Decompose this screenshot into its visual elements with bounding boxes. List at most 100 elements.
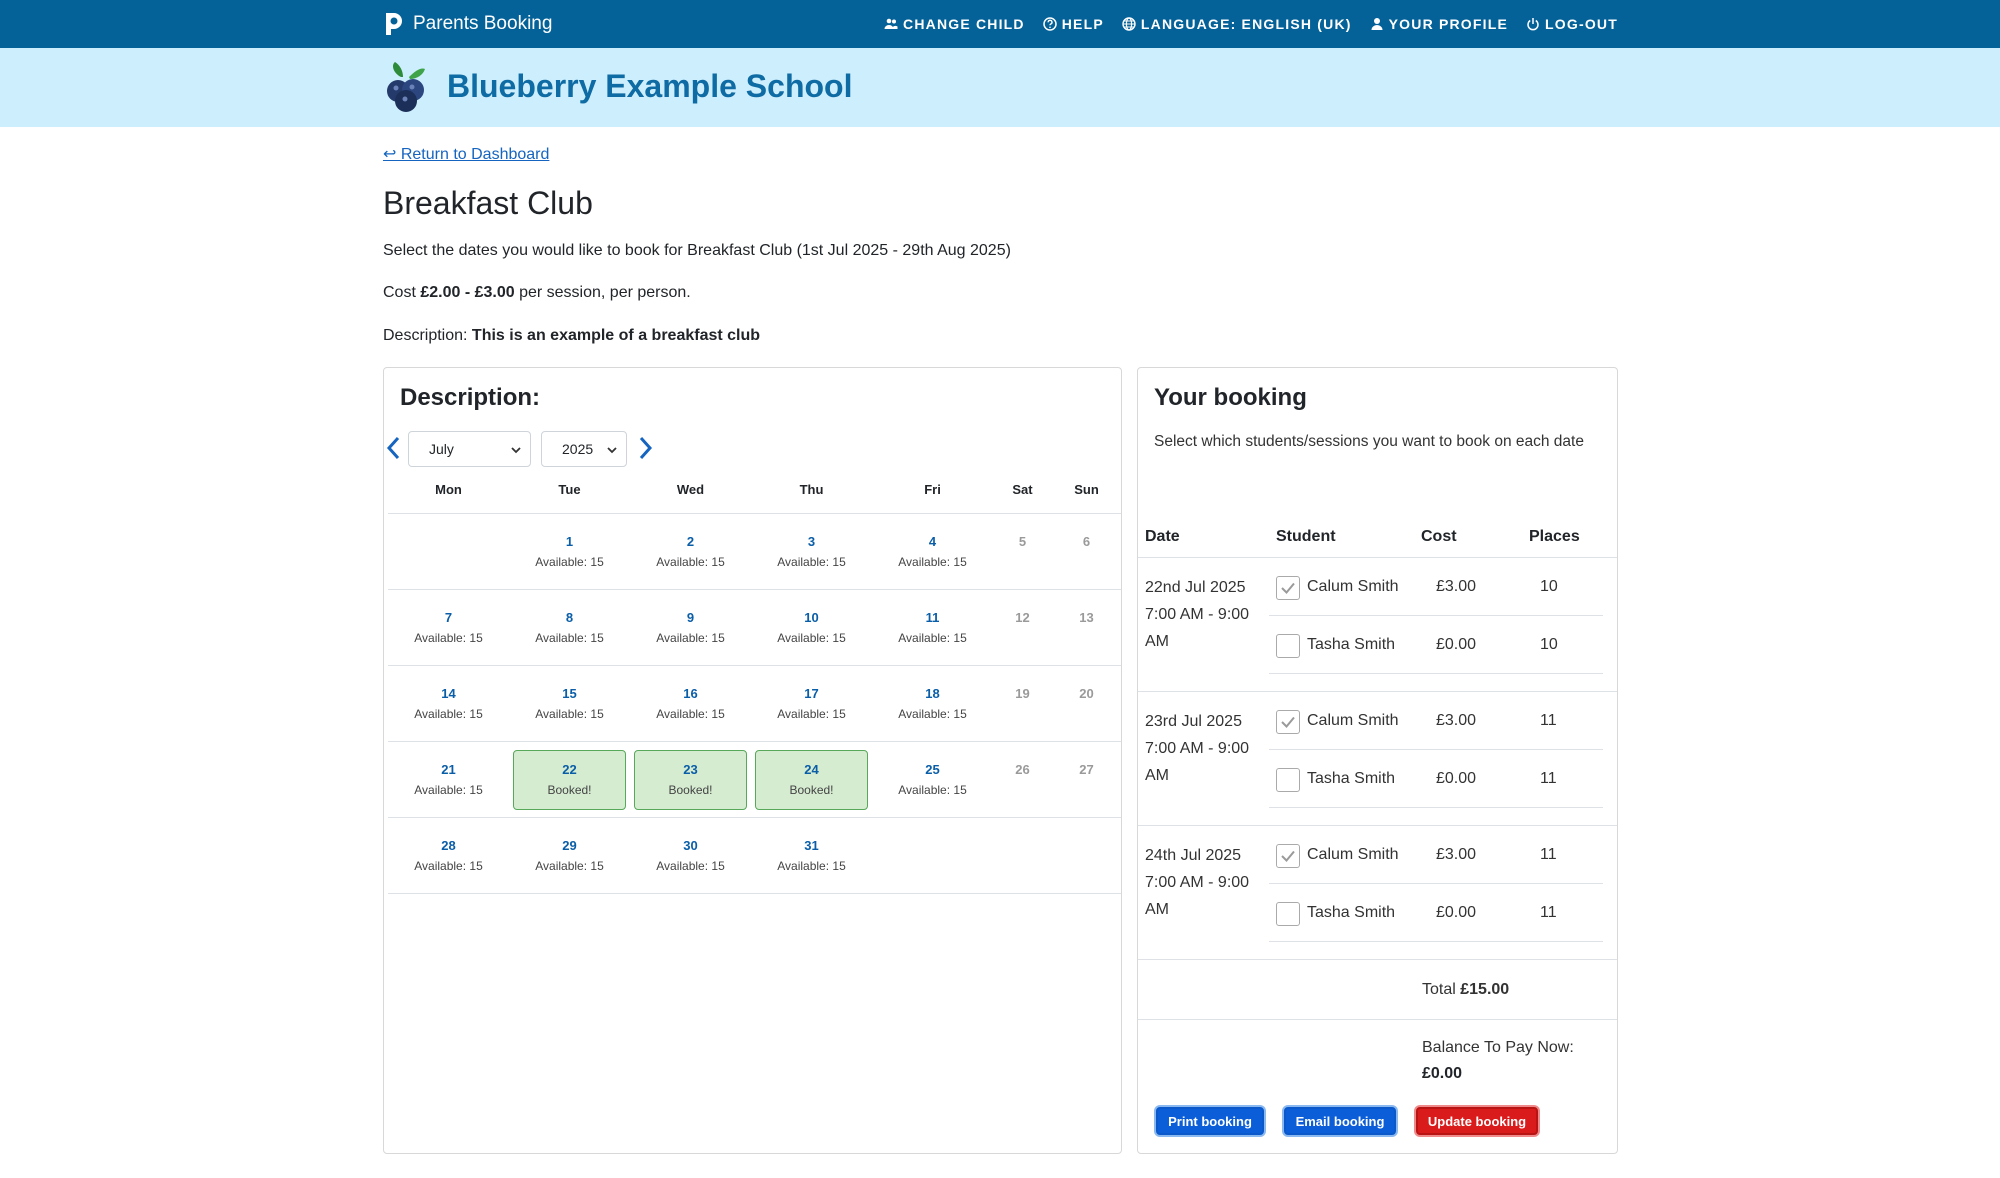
places-count: 11 [1540, 770, 1557, 787]
nav-your-profile-label: Your Profile [1388, 16, 1509, 32]
booking-date-group: 24th Jul 2025 7:00 AM - 9:00 AM Calum Smit… [1138, 826, 1617, 960]
calendar-day[interactable]: 21 Available: 15 [388, 742, 509, 818]
booking-student-row: Tasha Smith £0.00 10 [1269, 616, 1603, 674]
booked-day-highlight[interactable]: 23 Booked! [634, 750, 747, 810]
school-name: Blueberry Example School [447, 68, 853, 104]
calendar-day[interactable]: 8 Available: 15 [509, 590, 630, 666]
calendar-heading: Description: [400, 384, 541, 411]
page-title: Breakfast Club [383, 185, 593, 221]
parents-booking-logo-icon [386, 13, 402, 35]
calendar-day[interactable]: 7 Available: 15 [388, 590, 509, 666]
chevron-right-icon[interactable] [635, 435, 655, 461]
nav-log-out-label: Log-out [1545, 16, 1618, 32]
calendar-day[interactable]: 11 Available: 15 [872, 590, 993, 666]
return-to-dashboard-link[interactable]: ↩ Return to Dashboard [383, 146, 550, 163]
calendar-day[interactable]: 2 Available: 15 [630, 514, 751, 590]
weekday-label: Thu [799, 482, 824, 497]
calendar-day[interactable]: 16 Available: 15 [630, 666, 751, 742]
student-checkbox[interactable] [1276, 710, 1300, 734]
student-checkbox[interactable] [1276, 768, 1300, 792]
print-booking-button[interactable]: Print booking [1156, 1107, 1264, 1135]
calendar-day: 6 [1052, 514, 1121, 590]
booking-date: 23rd Jul 2025 7:00 AM - 9:00 AM [1145, 708, 1265, 789]
day-number: 1 [565, 534, 574, 549]
update-booking-button[interactable]: Update booking [1416, 1107, 1538, 1135]
cost-value: £2.00 - £3.00 [420, 284, 515, 301]
student-name: Tasha Smith [1307, 904, 1396, 921]
calendar-day[interactable]: 22 Booked! [509, 742, 630, 818]
calendar-day[interactable]: 29 Available: 15 [509, 818, 630, 894]
student-checkbox[interactable] [1276, 576, 1300, 600]
day-number: 8 [565, 610, 574, 625]
day-number: 18 [925, 686, 940, 701]
day-number: 13 [1079, 610, 1094, 625]
calendar-day: 13 [1052, 590, 1121, 666]
availability-status: Available: 15 [777, 707, 846, 721]
calendar-day[interactable]: 24 Booked! [751, 742, 872, 818]
booking-date: 24th Jul 2025 7:00 AM - 9:00 AM [1145, 842, 1265, 923]
booking-student-row: Calum Smith £3.00 10 [1269, 558, 1603, 616]
nav-change-child[interactable]: Change Child [884, 16, 1025, 32]
globe-icon [1122, 17, 1136, 31]
calendar-day[interactable]: 17 Available: 15 [751, 666, 872, 742]
nav-language-label: Language: English (UK) [1140, 16, 1352, 32]
session-cost: £3.00 [1436, 578, 1477, 595]
help-circle-icon [1043, 17, 1057, 31]
booking-student-row: Calum Smith £3.00 11 [1269, 692, 1603, 750]
calendar-day[interactable]: 28 Available: 15 [388, 818, 509, 894]
day-number: 16 [683, 686, 698, 701]
column-date: Date [1145, 528, 1180, 545]
day-number: 4 [928, 534, 937, 549]
student-name: Calum Smith [1307, 712, 1399, 729]
nav-language[interactable]: Language: English (UK) [1122, 16, 1352, 32]
checkmark-icon [1281, 582, 1295, 594]
nav-log-out[interactable]: Log-out [1526, 16, 1618, 32]
day-number: 30 [683, 838, 698, 853]
calendar-day[interactable]: 1 Available: 15 [509, 514, 630, 590]
day-number: 3 [807, 534, 816, 549]
calendar-day[interactable]: 4 Available: 15 [872, 514, 993, 590]
nav-your-profile[interactable]: Your Profile [1370, 16, 1508, 32]
availability-status: Available: 15 [777, 555, 846, 569]
calendar-day[interactable]: 23 Booked! [630, 742, 751, 818]
student-checkbox[interactable] [1276, 844, 1300, 868]
student-checkbox[interactable] [1276, 634, 1300, 658]
availability-status: Available: 15 [898, 631, 967, 645]
booked-day-highlight[interactable]: 24 Booked! [755, 750, 868, 810]
calendar-day[interactable]: 25 Available: 15 [872, 742, 993, 818]
year-select[interactable]: 2025 [541, 431, 627, 467]
calendar-day[interactable]: 30 Available: 15 [630, 818, 751, 894]
chevron-left-icon[interactable] [384, 435, 404, 461]
calendar-day[interactable]: 31 Available: 15 [751, 818, 872, 894]
day-number: 31 [804, 838, 819, 853]
month-select-value: July [429, 441, 454, 457]
calendar-day: 26 [993, 742, 1052, 818]
month-select[interactable]: July [408, 431, 531, 467]
day-number: 2 [686, 534, 695, 549]
booking-date-text: 22nd Jul 2025 [1145, 579, 1246, 596]
availability-status: Available: 15 [535, 859, 604, 873]
chevron-down-icon [511, 447, 521, 454]
calendar-day[interactable]: 3 Available: 15 [751, 514, 872, 590]
session-cost: £0.00 [1436, 636, 1477, 653]
places-count: 10 [1540, 578, 1558, 595]
day-number: 28 [441, 838, 456, 853]
total-row: Total £15.00 [1138, 961, 1617, 1020]
student-checkbox[interactable] [1276, 902, 1300, 926]
cost-line: Cost £2.00 - £3.00 per session, per pers… [383, 284, 691, 302]
brand[interactable]: Parents Booking [383, 10, 552, 38]
calendar-week-row: 14 Available: 15 15 Available: 15 16 Availabl… [388, 666, 1121, 742]
calendar-day[interactable]: 18 Available: 15 [872, 666, 993, 742]
calendar-day[interactable]: 14 Available: 15 [388, 666, 509, 742]
day-number: 12 [1015, 610, 1030, 625]
calendar-day: 12 [993, 590, 1052, 666]
email-booking-button[interactable]: Email booking [1284, 1107, 1396, 1135]
booked-day-highlight[interactable]: 22 Booked! [513, 750, 626, 810]
cost-prefix: Cost [383, 284, 421, 301]
calendar-day[interactable]: 9 Available: 15 [630, 590, 751, 666]
top-navbar: Parents Booking Change Child Help Langua… [0, 0, 2000, 48]
calendar-day[interactable]: 10 Available: 15 [751, 590, 872, 666]
calendar-day[interactable]: 15 Available: 15 [509, 666, 630, 742]
nav-help[interactable]: Help [1043, 16, 1104, 32]
description-prefix: Description: [383, 327, 472, 344]
